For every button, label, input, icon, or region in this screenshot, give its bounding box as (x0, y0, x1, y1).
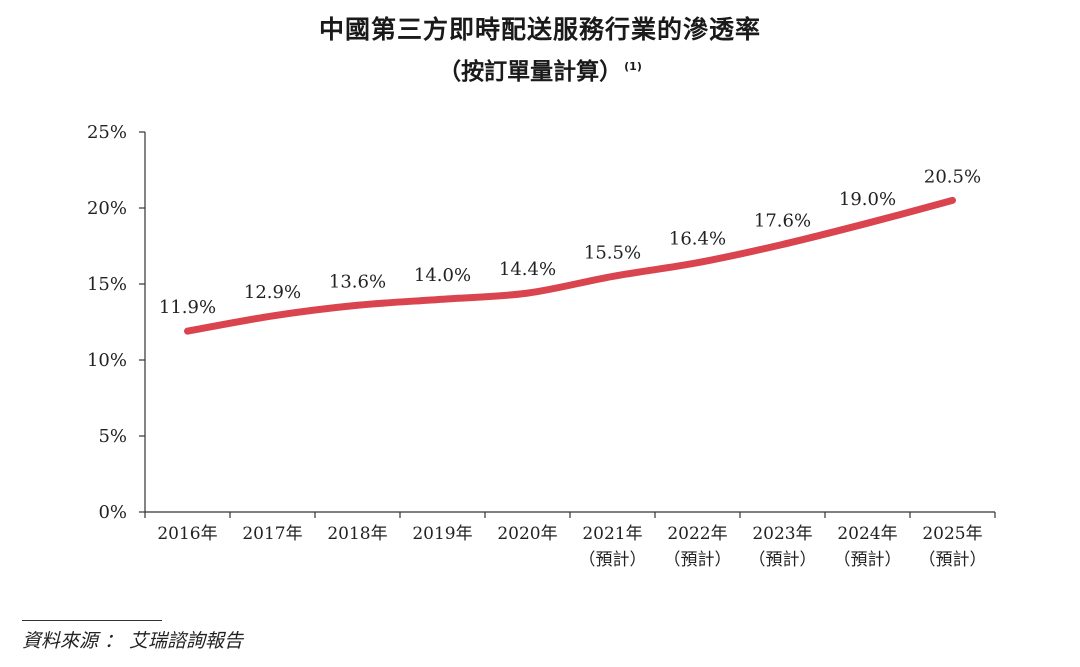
data-label: 13.6% (329, 271, 386, 292)
data-label: 11.9% (159, 297, 216, 318)
data-label: 14.4% (499, 259, 556, 280)
x-tick-label: 2024年 (837, 524, 897, 544)
data-label: 20.5% (924, 166, 981, 187)
chart-subtitle-text: （按訂單量計算） (438, 59, 623, 85)
chart-title: 中國第三方即時配送服務行業的滲透率 (318, 15, 761, 44)
data-label: 12.9% (244, 282, 301, 303)
series-line (184, 196, 956, 335)
chart-subtitle-footnote: (1) (624, 60, 642, 74)
source-note: 資料來源：艾瑞諮詢報告 (22, 626, 243, 653)
source-label: 資料來源 (22, 630, 99, 652)
x-tick-sublabel: （預計） (919, 550, 987, 570)
x-tick-sublabel: （預計） (834, 550, 902, 570)
x-tick-sublabel: （預計） (579, 550, 647, 570)
y-tick-label: 10% (87, 350, 127, 371)
y-tick-label: 0% (98, 502, 127, 523)
x-tick-label: 2017年 (242, 524, 302, 544)
y-tick-label: 25% (87, 122, 127, 143)
data-labels: 11.9% 12.9% 13.6% 14.0% 14.4% 15.5% 16.4% 17.6%… (159, 166, 981, 318)
x-axis-ticks: 2016年 2017年 2018年 2019年 2020年 2021年 （預計） 2022年 （… (144, 512, 996, 570)
data-label: 15.5% (584, 242, 641, 263)
source-divider (22, 620, 162, 621)
source-separator: ： (104, 630, 124, 652)
penetration-line-chart: 0% 5% 10% 15% 20% 25% 2016年 2017年 2018年 2019年 202… (87, 122, 996, 570)
y-axis-ticks: 0% 5% 10% 15% 20% 25% (87, 122, 145, 523)
y-tick-label: 20% (87, 198, 127, 219)
y-tick-label: 5% (98, 426, 127, 447)
x-tick-label: 2023年 (752, 524, 812, 544)
x-tick-label: 2022年 (667, 524, 727, 544)
data-label: 14.0% (414, 265, 471, 286)
x-tick-label: 2020年 (497, 524, 557, 544)
y-tick-label: 15% (87, 274, 127, 295)
x-tick-label: 2018年 (327, 524, 387, 544)
x-tick-label: 2021年 (582, 524, 642, 544)
data-label: 17.6% (754, 210, 811, 231)
x-tick-label: 2019年 (412, 524, 472, 544)
x-tick-sublabel: （預計） (749, 550, 817, 570)
source-text: 艾瑞諮詢報告 (129, 630, 244, 652)
x-tick-label: 2016年 (157, 524, 217, 544)
data-label: 19.0% (839, 189, 896, 210)
x-tick-sublabel: （預計） (664, 550, 732, 570)
x-tick-label: 2025年 (922, 524, 982, 544)
series-group (184, 196, 956, 335)
data-label: 16.4% (669, 229, 726, 250)
chart-subtitle: （按訂單量計算） (1) (0, 52, 1080, 86)
